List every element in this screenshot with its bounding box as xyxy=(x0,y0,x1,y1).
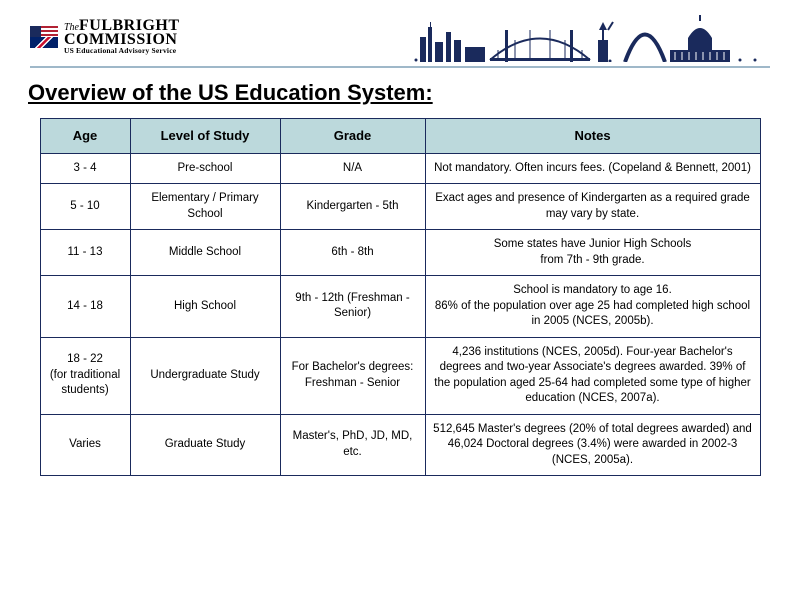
cell-age: 11 - 13 xyxy=(40,230,130,276)
cell-level: Elementary / Primary School xyxy=(130,184,280,230)
logo-sub: US Educational Advisory Service xyxy=(64,48,180,54)
header-bar: TheFULBRIGHT COMMISSION US Educational A… xyxy=(30,12,770,68)
table-row: 5 - 10Elementary / Primary SchoolKinderg… xyxy=(40,184,760,230)
cell-grade: Kindergarten - 5th xyxy=(280,184,425,230)
cell-notes: 512,645 Master's degrees (20% of total d… xyxy=(425,414,760,476)
cell-notes: Exact ages and presence of Kindergarten … xyxy=(425,184,760,230)
logo-block: TheFULBRIGHT COMMISSION US Educational A… xyxy=(30,19,180,55)
table-row: 18 - 22(for traditional students)Undergr… xyxy=(40,337,760,414)
cell-age: Varies xyxy=(40,414,130,476)
table-row: 14 - 18High School9th - 12th (Freshman -… xyxy=(40,276,760,338)
table-row: 11 - 13Middle School6th - 8thSome states… xyxy=(40,230,760,276)
skyline-icon xyxy=(410,12,770,62)
page-title: Overview of the US Education System: xyxy=(28,80,800,106)
cell-notes: School is mandatory to age 16.86% of the… xyxy=(425,276,760,338)
education-table: Age Level of Study Grade Notes 3 - 4Pre-… xyxy=(40,118,761,476)
cell-grade: 9th - 12th (Freshman - Senior) xyxy=(280,276,425,338)
cell-notes: Not mandatory. Often incurs fees. (Copel… xyxy=(425,153,760,184)
cell-age: 18 - 22(for traditional students) xyxy=(40,337,130,414)
table-header-row: Age Level of Study Grade Notes xyxy=(40,119,760,154)
cell-grade: For Bachelor's degrees: Freshman - Senio… xyxy=(280,337,425,414)
col-level: Level of Study xyxy=(130,119,280,154)
cell-level: Undergraduate Study xyxy=(130,337,280,414)
cell-age: 14 - 18 xyxy=(40,276,130,338)
cell-notes: 4,236 institutions (NCES, 2005d). Four-y… xyxy=(425,337,760,414)
cell-level: Graduate Study xyxy=(130,414,280,476)
cell-grade: Master's, PhD, JD, MD, etc. xyxy=(280,414,425,476)
cell-grade: N/A xyxy=(280,153,425,184)
cell-level: Pre-school xyxy=(130,153,280,184)
col-grade: Grade xyxy=(280,119,425,154)
logo-text: TheFULBRIGHT COMMISSION US Educational A… xyxy=(64,19,180,55)
col-age: Age xyxy=(40,119,130,154)
table-row: 3 - 4Pre-schoolN/ANot mandatory. Often i… xyxy=(40,153,760,184)
logo-line3: COMMISSION xyxy=(64,33,180,47)
cell-level: Middle School xyxy=(130,230,280,276)
cell-age: 5 - 10 xyxy=(40,184,130,230)
cell-age: 3 - 4 xyxy=(40,153,130,184)
col-notes: Notes xyxy=(425,119,760,154)
cell-notes: Some states have Junior High Schoolsfrom… xyxy=(425,230,760,276)
cell-grade: 6th - 8th xyxy=(280,230,425,276)
flag-icon xyxy=(30,26,58,48)
cell-level: High School xyxy=(130,276,280,338)
table-row: VariesGraduate StudyMaster's, PhD, JD, M… xyxy=(40,414,760,476)
